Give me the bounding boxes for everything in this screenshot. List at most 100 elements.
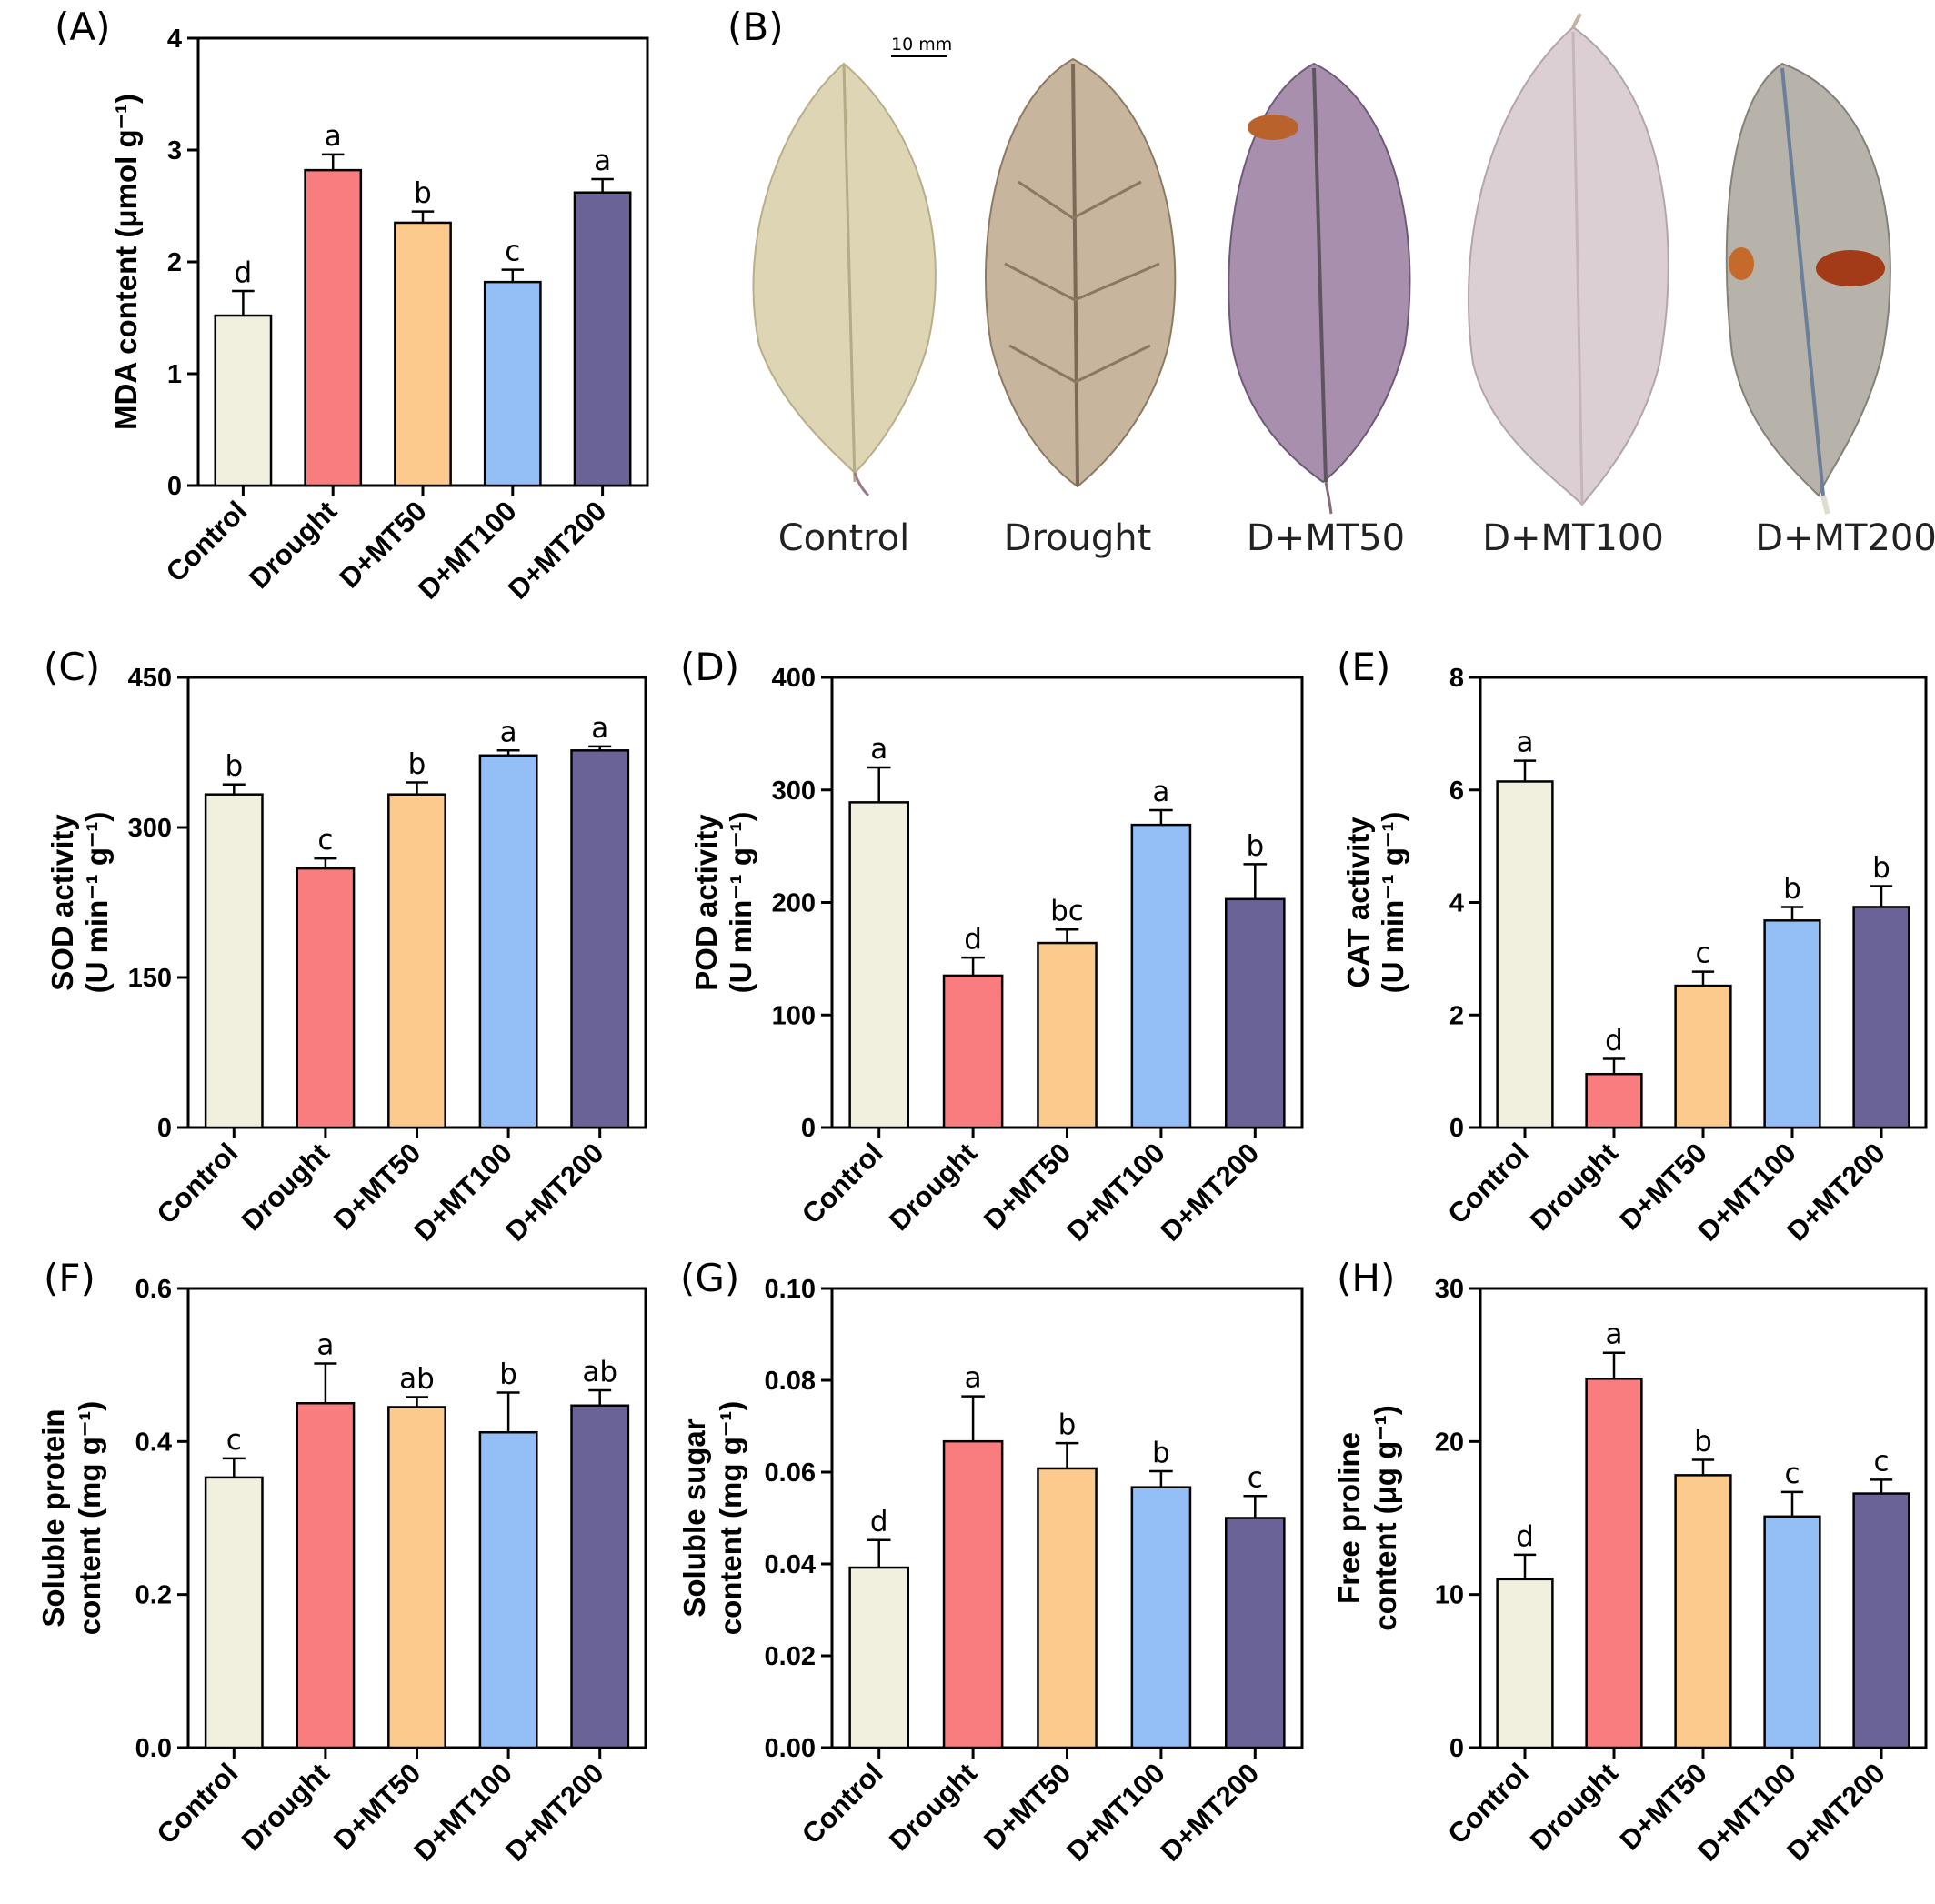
chart-g: (G) 0.00 0.02 0.04 0.06 0.08 0.10 d Control a Drou… [677,1256,1304,1868]
y-axis-label: Soluble protein [36,1408,70,1627]
panel-label: (E) [1337,645,1390,689]
bar [478,754,538,1129]
leaf-d-mt50 [1228,62,1411,515]
y-axis-label-units: content (mg g⁻¹) [714,1401,747,1636]
panel-label: (F) [44,1256,95,1300]
y-tick-label: 0.2 [135,1581,172,1610]
bar [204,1476,264,1749]
y-axis-label-units: content (μg g⁻¹) [1369,1405,1402,1630]
significance-letter: a [500,716,517,748]
bar [1496,1578,1554,1749]
x-tick-label: D+MT100 [407,1757,518,1868]
chart-a: (A)01234dControlaDroughtbD+MT50cD+MT100a… [55,5,649,606]
x-tick-label: Drought [883,1137,983,1237]
x-tick-label: D+MT200 [499,1137,610,1248]
y-tick-label: 300 [772,777,816,806]
y-tick-label: 0.04 [765,1550,816,1579]
x-tick-label: D+MT200 [1155,1757,1266,1868]
significance-letter: c [1695,937,1710,970]
leaf-control [752,62,937,497]
significance-letter: c [1248,1461,1263,1494]
bar [394,221,452,487]
significance-letter: a [594,145,611,177]
chart-e: (E)02468aControldDroughtcD+MT50bD+MT100b… [1337,645,1928,1248]
y-tick-label: 6 [1449,777,1464,806]
y-axis-label-units: (U min⁻¹ g⁻¹) [80,812,114,994]
significance-letter: b [1152,1437,1170,1469]
significance-letter: a [1606,1318,1623,1351]
bar [1674,984,1732,1129]
x-tick-label: D+MT100 [1060,1757,1171,1868]
significance-letter: b [499,1358,517,1390]
leaf-caption-d-mt200: D+MT200 [1755,517,1935,559]
y-axis-label: POD activity [689,814,723,991]
y-tick-label: 0.6 [135,1275,172,1304]
significance-letter: a [1517,727,1534,759]
bar [478,1430,538,1749]
x-tick-label: Control [160,495,254,588]
bar [848,1566,910,1749]
significance-letter: b [1872,852,1890,885]
x-tick-label: D+MT200 [1780,1757,1891,1868]
x-tick-label: Drought [1524,1137,1624,1237]
bar [942,1439,1004,1749]
bar [1224,1517,1286,1749]
leaf-caption-d-mt100: D+MT100 [1482,517,1664,559]
y-tick-label: 400 [772,664,816,693]
y-axis-label-units: content (mg g⁻¹) [73,1401,106,1636]
x-tick-label: Drought [883,1757,983,1857]
x-tick-label: Control [151,1137,245,1230]
panel-label: (D) [680,645,739,689]
leaf-d-mt100 [1468,13,1669,506]
bar [942,974,1004,1129]
bar [304,168,363,487]
y-tick-label: 2 [1449,1001,1464,1030]
bar [1130,823,1192,1129]
y-tick-label: 10 [1435,1581,1464,1610]
x-tick-label: Drought [236,1757,336,1857]
bar [1130,1486,1192,1749]
y-tick-label: 0 [1449,1734,1464,1763]
significance-letter: ab [582,1356,617,1388]
significance-letter: d [964,923,982,956]
x-tick-label: D+MT50 [978,1757,1077,1856]
y-tick-label: 4 [1449,889,1464,918]
y-tick-label: 200 [772,889,816,918]
significance-letter: d [1516,1520,1534,1553]
x-tick-label: Drought [243,495,343,595]
bar [1037,1467,1098,1749]
significance-letter: a [325,120,342,153]
x-tick-label: D+MT200 [502,495,613,606]
significance-letter: d [870,1506,888,1538]
y-tick-label: 3 [167,136,182,165]
leaf-caption-control: Control [778,517,910,559]
bar [1674,1474,1732,1749]
y-tick-label: 0.10 [765,1275,816,1304]
bar [570,749,630,1129]
y-tick-label: 0.08 [765,1367,816,1396]
panel-label: (H) [1337,1256,1395,1300]
significance-letter: b [1783,872,1801,905]
x-tick-label: Control [1441,1757,1535,1850]
y-tick-label: 150 [128,964,172,993]
y-tick-label: 1 [167,360,182,389]
x-tick-label: Drought [1524,1757,1624,1857]
x-tick-label: D+MT200 [1155,1137,1266,1248]
x-tick-label: Control [151,1757,245,1850]
x-tick-label: Control [1441,1137,1535,1230]
y-tick-label: 2 [167,248,182,277]
bar [1585,1378,1643,1749]
significance-letter: a [316,1328,334,1361]
y-tick-label: 0.00 [765,1734,816,1763]
y-axis-label-units: (U min⁻¹ g⁻¹) [724,812,757,994]
bar [1763,1515,1821,1749]
y-tick-label: 0.4 [135,1428,172,1457]
bar [214,314,273,487]
x-tick-label: D+MT50 [978,1137,1077,1236]
x-tick-label: D+MT200 [1780,1137,1891,1248]
significance-letter: bc [1050,895,1084,927]
significance-letter: b [1058,1408,1077,1441]
chart-c: (C)0150300450bControlcDroughtbD+MT50aD+M… [44,645,647,1248]
significance-letter: c [226,1424,242,1457]
x-tick-label: D+MT200 [499,1757,610,1868]
